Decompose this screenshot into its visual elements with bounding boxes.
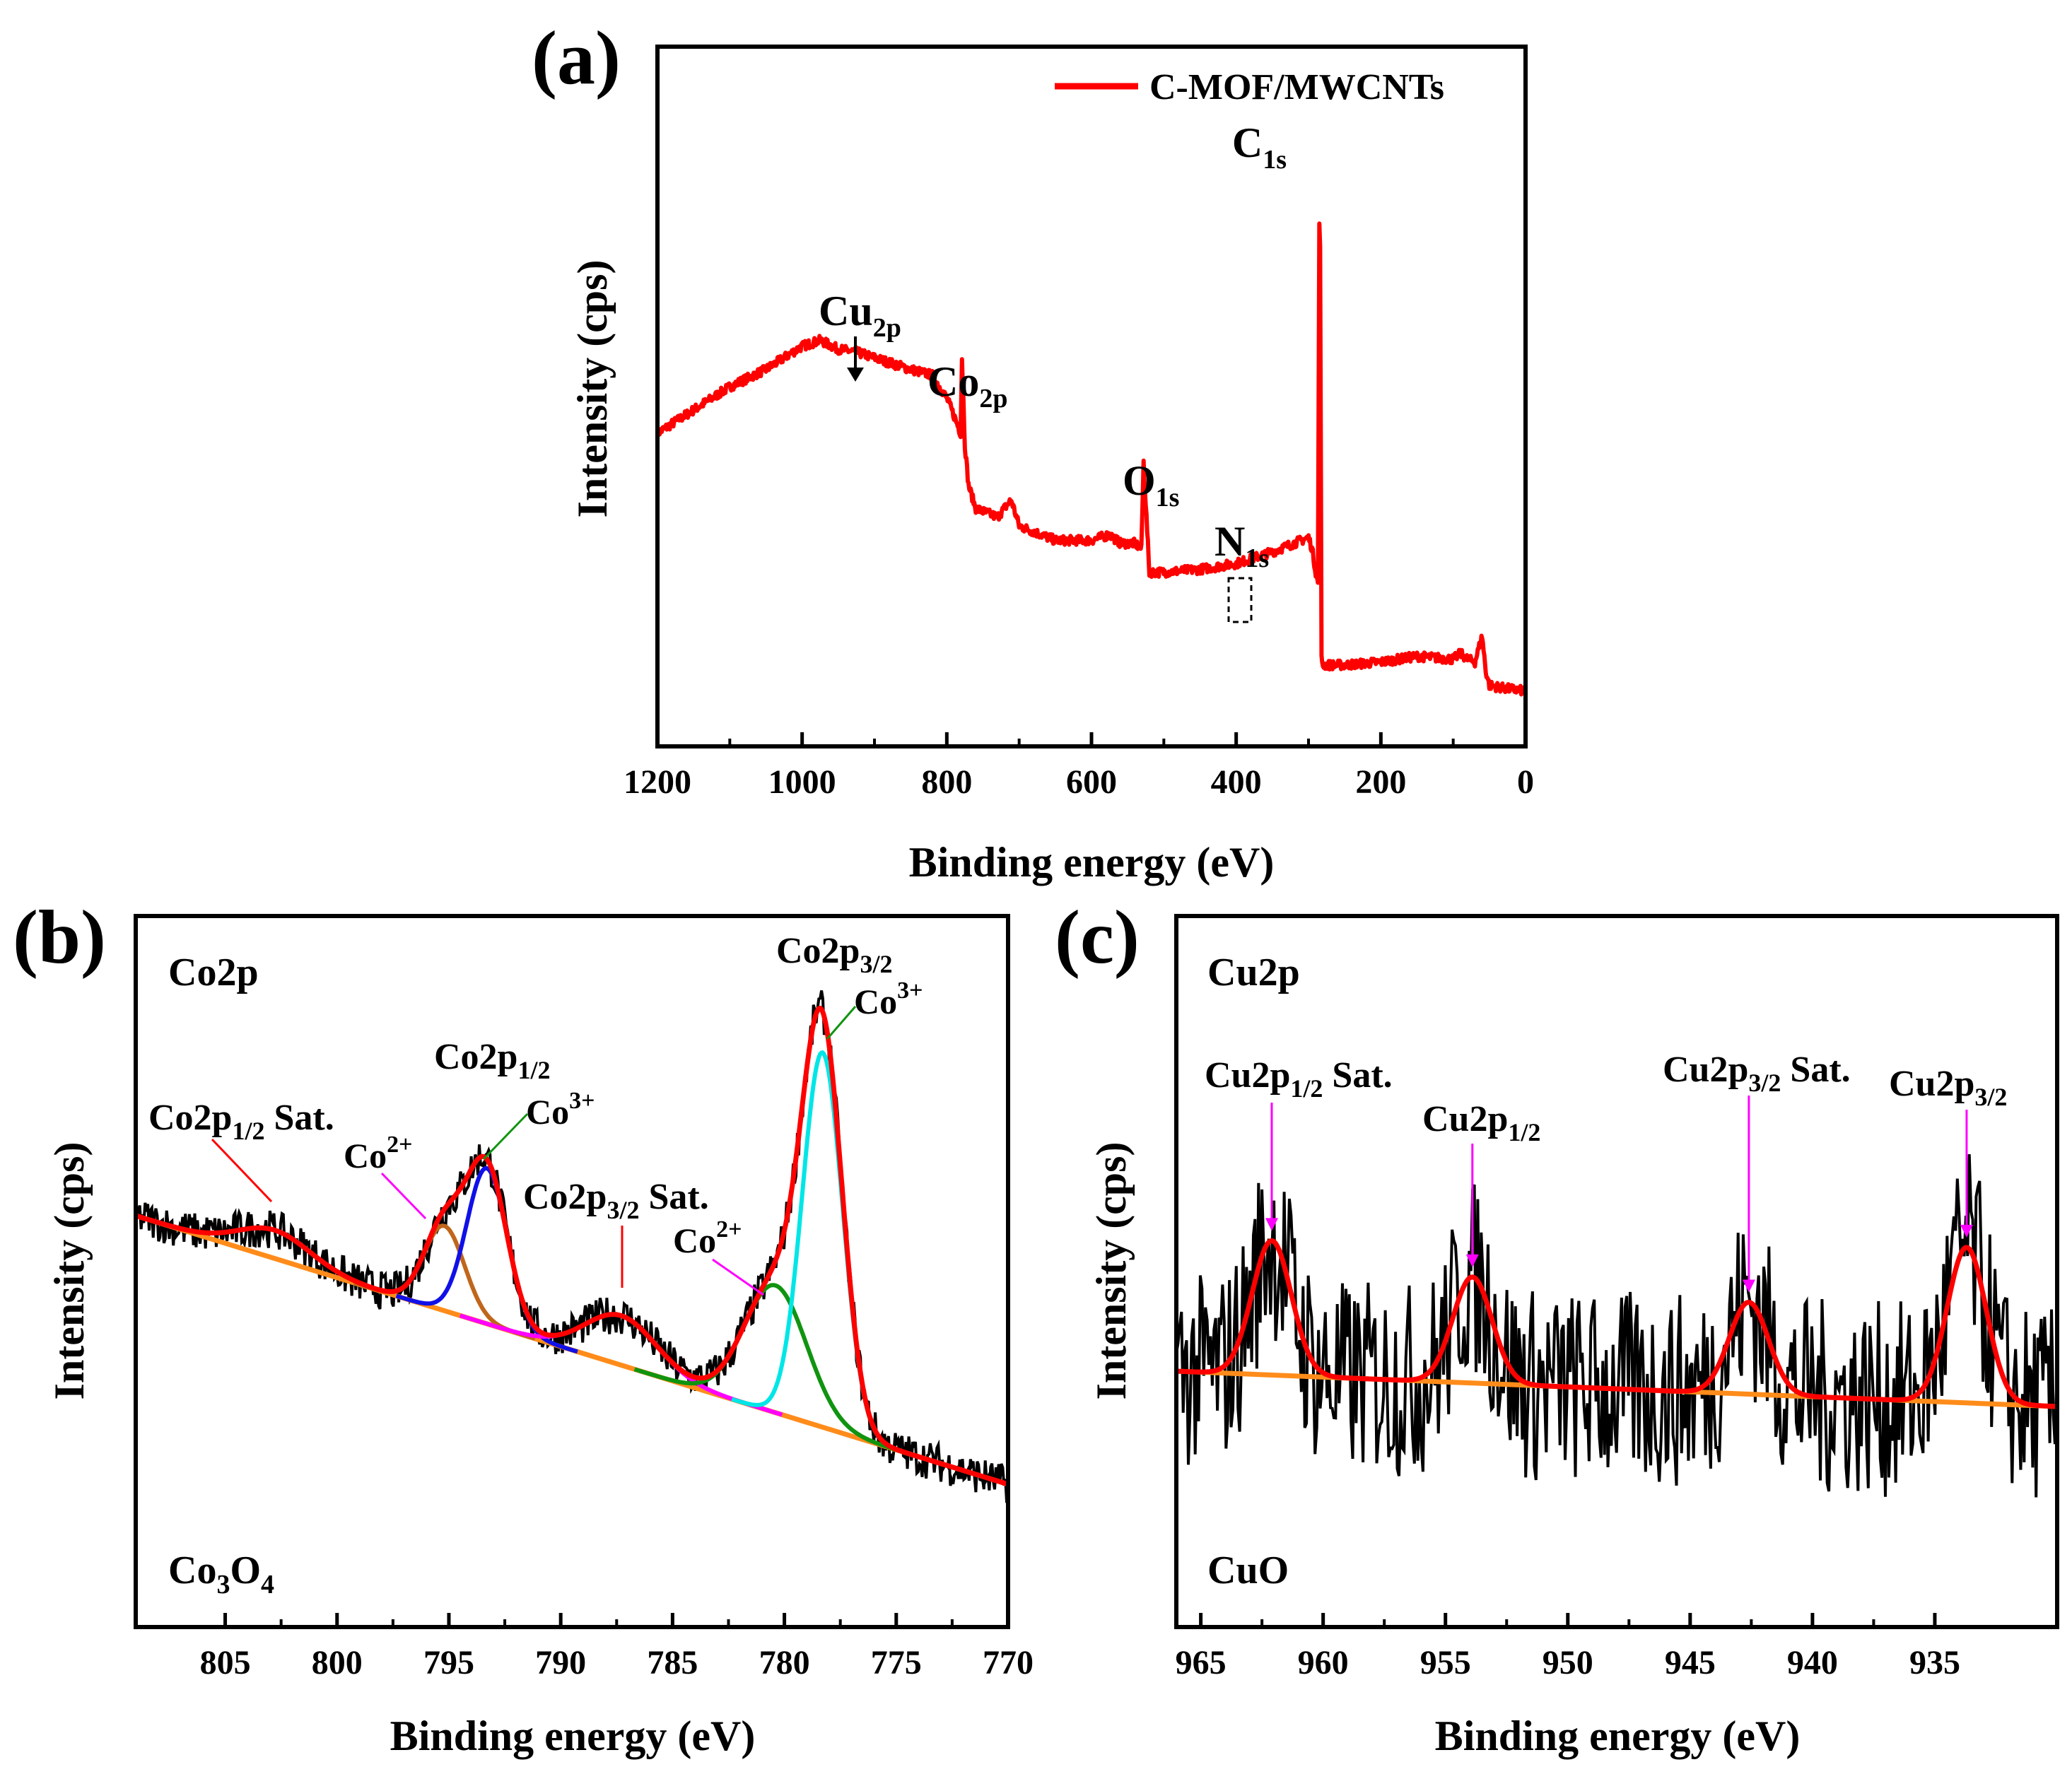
panel-b-x-ticks: 805 800 795 790 785 780 775 770	[200, 1613, 1034, 1681]
legend-label: C-MOF/MWCNTs	[1149, 67, 1444, 107]
cu2p32-label: Cu2p3/2	[1889, 1064, 2007, 1111]
co2p32-label: Co2p3/2	[776, 931, 893, 978]
panel-c-title: Cu2p	[1207, 951, 1300, 994]
panel-b-compound: Co3O4	[168, 1549, 274, 1599]
panel-c-x-tick-label-960: 960	[1298, 1644, 1349, 1681]
panel-a-legend: C-MOF/MWCNTs	[1055, 67, 1444, 107]
co2p-fit-component-4	[731, 1050, 914, 1457]
panel-a-x-ticks: 1200 1000 800 600 400 200 0	[624, 732, 1534, 801]
panel-c-plot-area	[1175, 1153, 2059, 1498]
panel-b-x-tick-label-770: 770	[983, 1644, 1034, 1681]
co2plus-arrow-2	[712, 1258, 764, 1296]
panel-c-x-tick-label-955: 955	[1420, 1644, 1471, 1681]
co2p-fit-component-3	[633, 1283, 918, 1458]
panel-b-label: (b)	[13, 896, 106, 980]
cu2p12-label: Cu2p1/2	[1422, 1099, 1540, 1146]
panel-c-arrows	[1265, 1096, 1973, 1293]
panel-a-x-tick-label-600: 600	[1066, 763, 1117, 801]
co3plus-label-1: Co3+	[526, 1088, 595, 1132]
cu2p32-sat-label: Cu2p3/2 Sat.	[1663, 1050, 1851, 1097]
panel-a-x-tick-label-400: 400	[1211, 763, 1262, 801]
panel-a: (a) 1200 1000 800 600 400 200 0 Binding energy…	[532, 16, 1534, 886]
co2p32-sat-label: Co2p3/2 Sat.	[523, 1177, 709, 1224]
panel-b-x-tick-label-785: 785	[647, 1644, 698, 1681]
panel-b-peak-labels: Co2p1/2 Sat. Co2p1/2 Co2+ Co3+ Co2p3/2 S…	[148, 931, 923, 1296]
panel-c-x-tick-label-965: 965	[1176, 1644, 1227, 1681]
panel-b-x-axis-label: Binding energy (eV)	[390, 1713, 756, 1759]
panel-b-frame	[134, 914, 1010, 1629]
panel-a-x-axis-label: Binding energy (eV)	[909, 839, 1275, 886]
panel-b-y-axis-label: Intensity (cps)	[46, 1141, 93, 1399]
cu2p-arrow-head-3	[1960, 1224, 1973, 1238]
co2p-fit-component-1	[395, 1166, 578, 1354]
survey-spectrum-line	[655, 221, 1528, 697]
panel-b-title: Co2p	[168, 951, 259, 994]
panel-c-x-ticks: 965 960 955 950 945 940 935	[1176, 1613, 1960, 1681]
co2p12-sat-label: Co2p1/2 Sat.	[148, 1098, 334, 1145]
panel-c-label: (c)	[1055, 896, 1140, 980]
panel-c-x-tick-label-940: 940	[1787, 1644, 1838, 1681]
panel-b-plot-area	[134, 990, 1009, 1503]
cu2p-raw-spectrum	[1175, 1153, 2059, 1498]
panel-a-y-axis-label: Intensity (cps)	[569, 259, 616, 517]
panel-b-x-tick-label-800: 800	[312, 1644, 363, 1681]
n1s-dashed-box	[1227, 577, 1253, 623]
panel-a-x-tick-label-0: 0	[1517, 763, 1534, 801]
co2p-raw-spectrum	[134, 990, 1009, 1503]
panel-c: (c) 965 960 955 950 945 940 935 Binding energy…	[1055, 896, 2059, 1759]
panel-c-x-tick-label-950: 950	[1543, 1644, 1593, 1681]
panel-a-x-tick-label-1200: 1200	[624, 763, 691, 801]
panel-a-frame	[655, 45, 1528, 748]
panel-a-plot-area	[655, 221, 1528, 697]
panel-a-x-tick-label-200: 200	[1355, 763, 1406, 801]
panel-a-label: (a)	[532, 16, 621, 100]
cu2p-arrow-head-0	[1265, 1218, 1278, 1231]
co2p-fit-envelope	[134, 1005, 1009, 1487]
cu2p-arrow-head-2	[1742, 1279, 1755, 1293]
panel-c-x-tick-label-935: 935	[1909, 1644, 1960, 1681]
o1s-label: O1s	[1123, 457, 1179, 512]
panel-a-x-tick-label-1000: 1000	[768, 763, 836, 801]
panel-b-x-tick-label-805: 805	[200, 1644, 251, 1681]
cu2p-label: Cu2p	[819, 288, 901, 343]
cu2p-fit-envelope	[1176, 1238, 2058, 1409]
panel-b-x-tick-label-790: 790	[535, 1644, 586, 1681]
co2plus-label-1: Co2+	[344, 1132, 412, 1175]
c1s-label: C1s	[1232, 119, 1287, 175]
panel-b: (b) 805 800 795 790 785 780 775 770 Binding ene…	[13, 896, 1034, 1759]
co2p12-sat-arrow	[211, 1138, 273, 1203]
cu2p-arrow-head	[847, 368, 864, 382]
panel-c-compound: CuO	[1207, 1549, 1289, 1592]
panel-b-x-tick-label-795: 795	[423, 1644, 474, 1681]
co2plus-arrow-1	[380, 1172, 427, 1220]
panel-c-x-tick-label-945: 945	[1665, 1644, 1716, 1681]
cu2p12-sat-label: Cu2p1/2 Sat.	[1205, 1055, 1393, 1103]
co2plus-label-2: Co2+	[673, 1216, 742, 1260]
panel-c-frame	[1174, 914, 2059, 1629]
panel-a-x-tick-label-800: 800	[921, 763, 972, 801]
co2p12-label: Co2p1/2	[434, 1037, 551, 1084]
co3plus-label-2: Co3+	[854, 977, 923, 1021]
co3plus-arrow-1	[482, 1112, 529, 1161]
co2p-label: Co2p	[927, 358, 1007, 413]
panel-b-x-tick-label-775: 775	[871, 1644, 922, 1681]
panel-c-x-axis-label: Binding energy (eV)	[1435, 1713, 1801, 1759]
panel-b-x-tick-label-780: 780	[759, 1644, 810, 1681]
cu2p-arrow-head-1	[1465, 1254, 1479, 1267]
co3plus-arrow-2	[826, 1006, 857, 1040]
panel-a-peak-labels: C1s Cu2p Co2p O1s N1s	[819, 119, 1287, 623]
panel-c-y-axis-label: Intensity (cps)	[1088, 1141, 1135, 1399]
n1s-label: N1s	[1214, 518, 1269, 573]
panel-c-peak-labels: Cu2p1/2 Sat. Cu2p1/2 Cu2p3/2 Sat. Cu2p3/…	[1205, 1050, 2007, 1293]
